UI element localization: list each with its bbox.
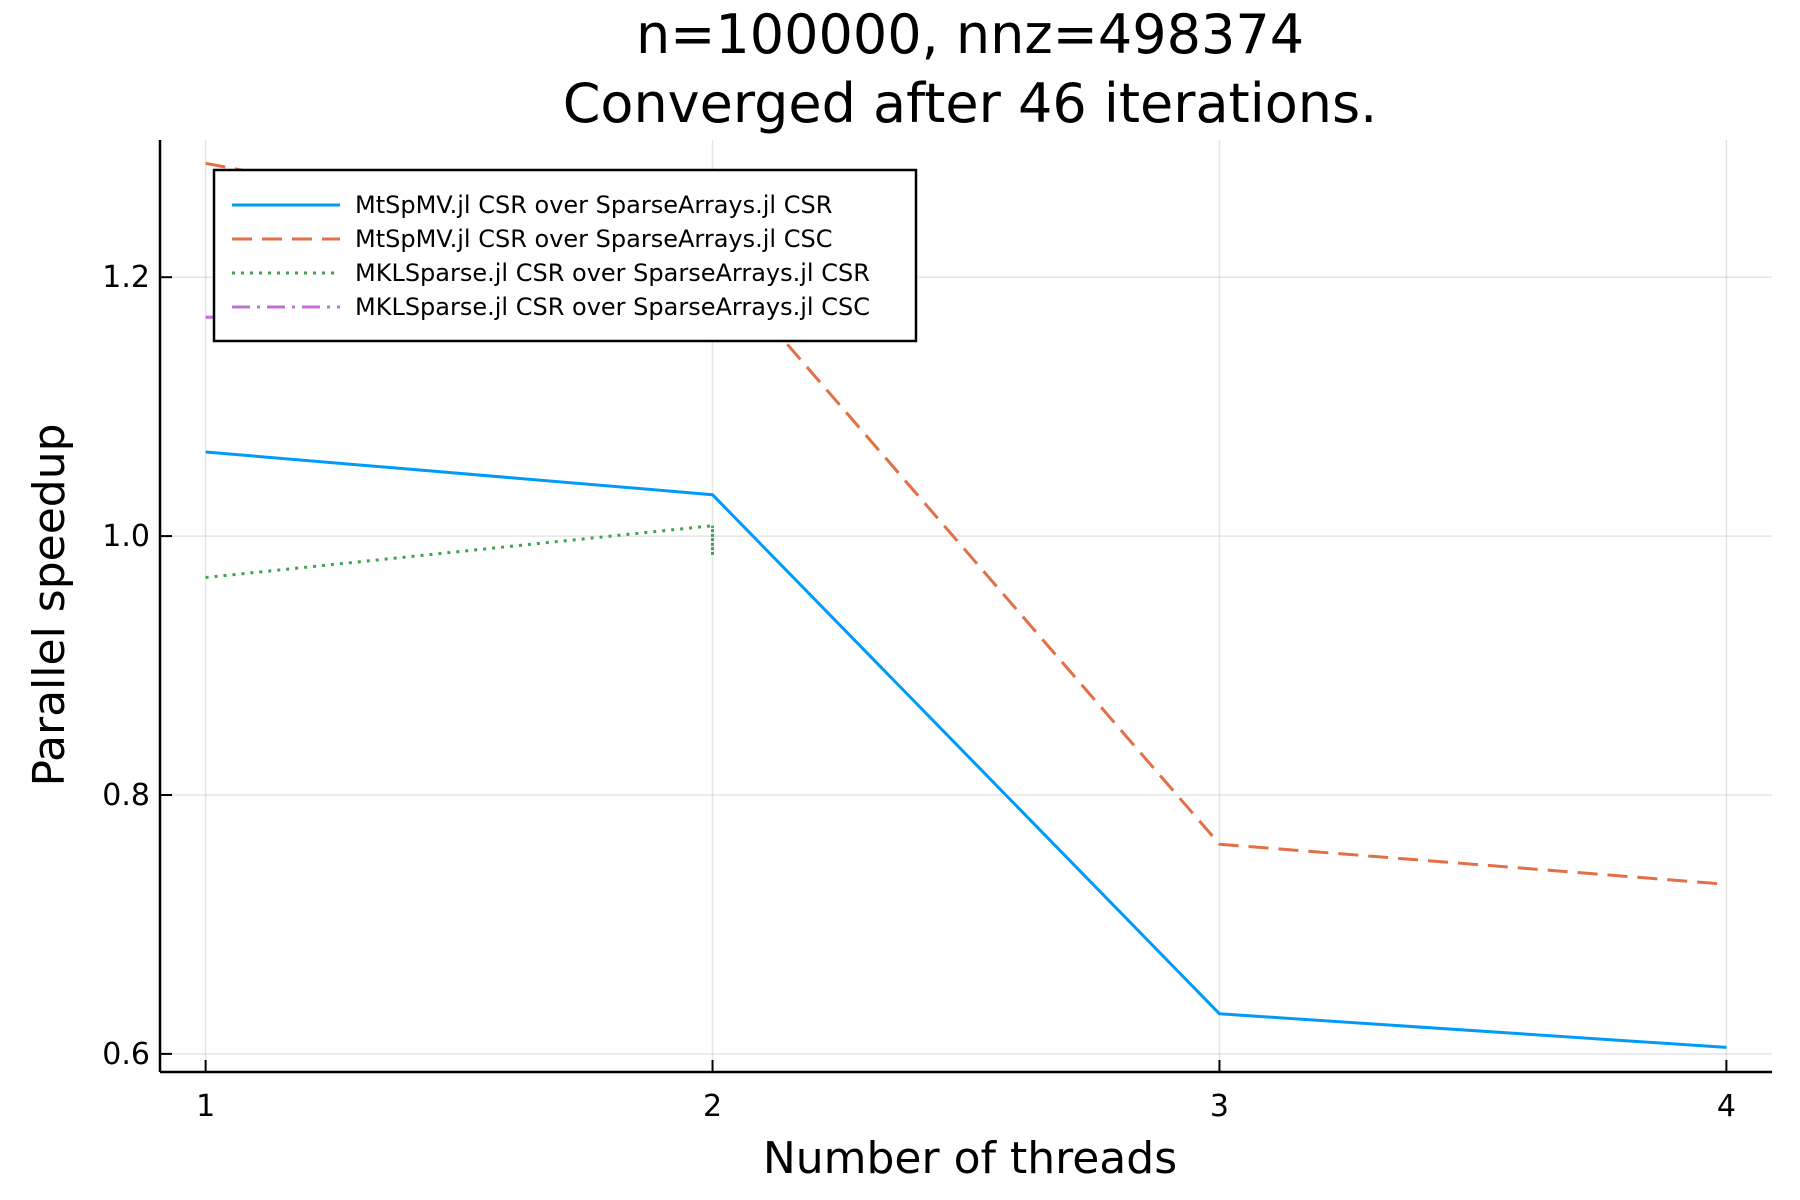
x-tick-label: 2	[703, 1089, 722, 1124]
legend-label-2: MtSpMV.jl CSR over SparseArrays.jl CSC	[355, 225, 832, 253]
series-line-3	[205, 524, 714, 579]
legend-box	[212, 168, 918, 343]
axes	[158, 140, 1772, 1074]
legend: MtSpMV.jl CSR over SparseArrays.jl CSR Mt…	[212, 168, 918, 343]
legend-label-1: MtSpMV.jl CSR over SparseArrays.jl CSR	[355, 191, 832, 219]
x-tick-label: 3	[1210, 1089, 1229, 1124]
x-tick-label: 4	[1717, 1089, 1736, 1124]
y-axis-label: Parallel speedup	[24, 423, 75, 786]
tick-labels: 1 2 3 4 0.6 0.8 1.0 1.2	[102, 260, 1736, 1124]
x-tick-label: 1	[196, 1089, 215, 1124]
legend-items: MtSpMV.jl CSR over SparseArrays.jl CSR Mt…	[232, 191, 870, 321]
y-tick-label: 0.8	[102, 778, 150, 813]
legend-label-3: MKLSparse.jl CSR over SparseArrays.jl CS…	[355, 259, 870, 287]
y-tick-label: 1.0	[102, 519, 150, 554]
y-tick-label: 0.6	[102, 1037, 150, 1072]
chart-title: n=100000, nnz=498374	[636, 3, 1304, 66]
chart-subtitle: Converged after 46 iterations.	[563, 72, 1378, 135]
y-tick-label: 1.2	[102, 260, 150, 295]
x-axis-label: Number of threads	[763, 1133, 1177, 1184]
series-line-1	[205, 450, 1727, 1049]
legend-label-4: MKLSparse.jl CSR over SparseArrays.jl CS…	[355, 293, 870, 321]
